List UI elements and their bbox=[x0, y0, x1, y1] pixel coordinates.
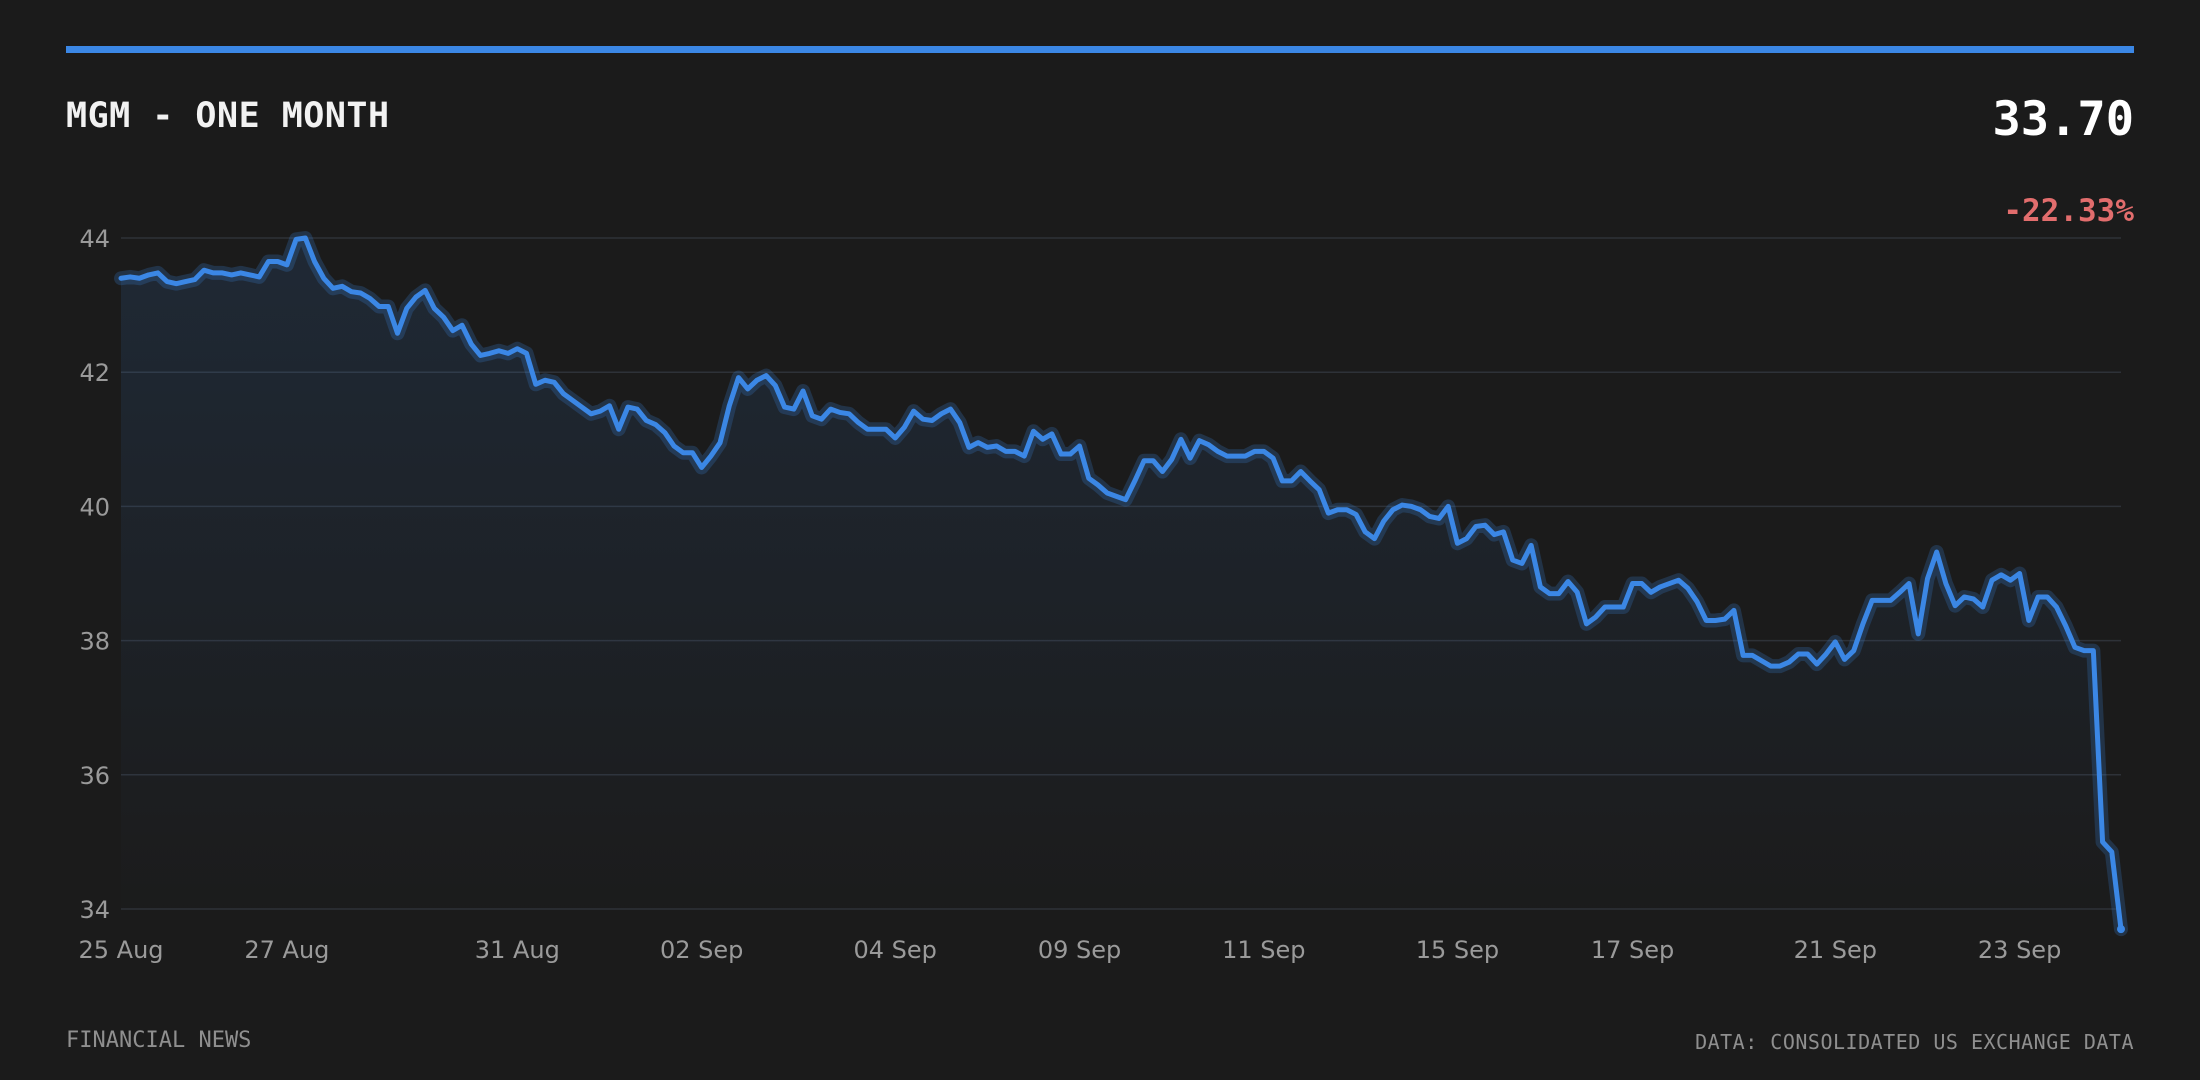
x-tick-label: 11 Sep bbox=[1222, 936, 1305, 964]
y-tick-label: 36 bbox=[79, 762, 110, 790]
x-tick-label: 17 Sep bbox=[1591, 936, 1674, 964]
x-tick-label: 27 Aug bbox=[244, 936, 329, 964]
chart-title: MGM - ONE MONTH bbox=[66, 96, 390, 136]
top-accent-rule bbox=[66, 46, 2134, 53]
x-tick-label: 25 Aug bbox=[78, 936, 163, 964]
x-tick-label: 04 Sep bbox=[853, 936, 936, 964]
source-right: DATA: CONSOLIDATED US EXCHANGE DATA bbox=[1695, 1030, 2134, 1054]
source-left: FINANCIAL NEWS bbox=[66, 1028, 252, 1053]
y-tick-label: 42 bbox=[79, 359, 110, 387]
x-tick-label: 15 Sep bbox=[1416, 936, 1499, 964]
y-tick-label: 38 bbox=[79, 628, 110, 656]
current-price: 33.70 bbox=[1992, 92, 2134, 147]
y-axis: 44 42 40 38 36 34 bbox=[79, 225, 110, 924]
y-tick-label: 34 bbox=[79, 896, 110, 924]
price-area bbox=[121, 238, 2121, 930]
x-tick-label: 02 Sep bbox=[660, 936, 743, 964]
x-tick-label: 23 Sep bbox=[1978, 936, 2061, 964]
y-tick-label: 44 bbox=[79, 225, 110, 253]
price-line bbox=[118, 235, 2124, 932]
x-tick-label: 09 Sep bbox=[1038, 936, 1121, 964]
last-price-marker bbox=[2117, 925, 2125, 934]
x-axis: 25 Aug 27 Aug 31 Aug 02 Sep 04 Sep 09 Sep 11 S… bbox=[78, 936, 2061, 964]
y-tick-label: 40 bbox=[79, 493, 110, 521]
percent-change: -22.33% bbox=[2003, 193, 2134, 229]
x-tick-label: 21 Sep bbox=[1794, 936, 1877, 964]
x-tick-label: 31 Aug bbox=[475, 936, 560, 964]
